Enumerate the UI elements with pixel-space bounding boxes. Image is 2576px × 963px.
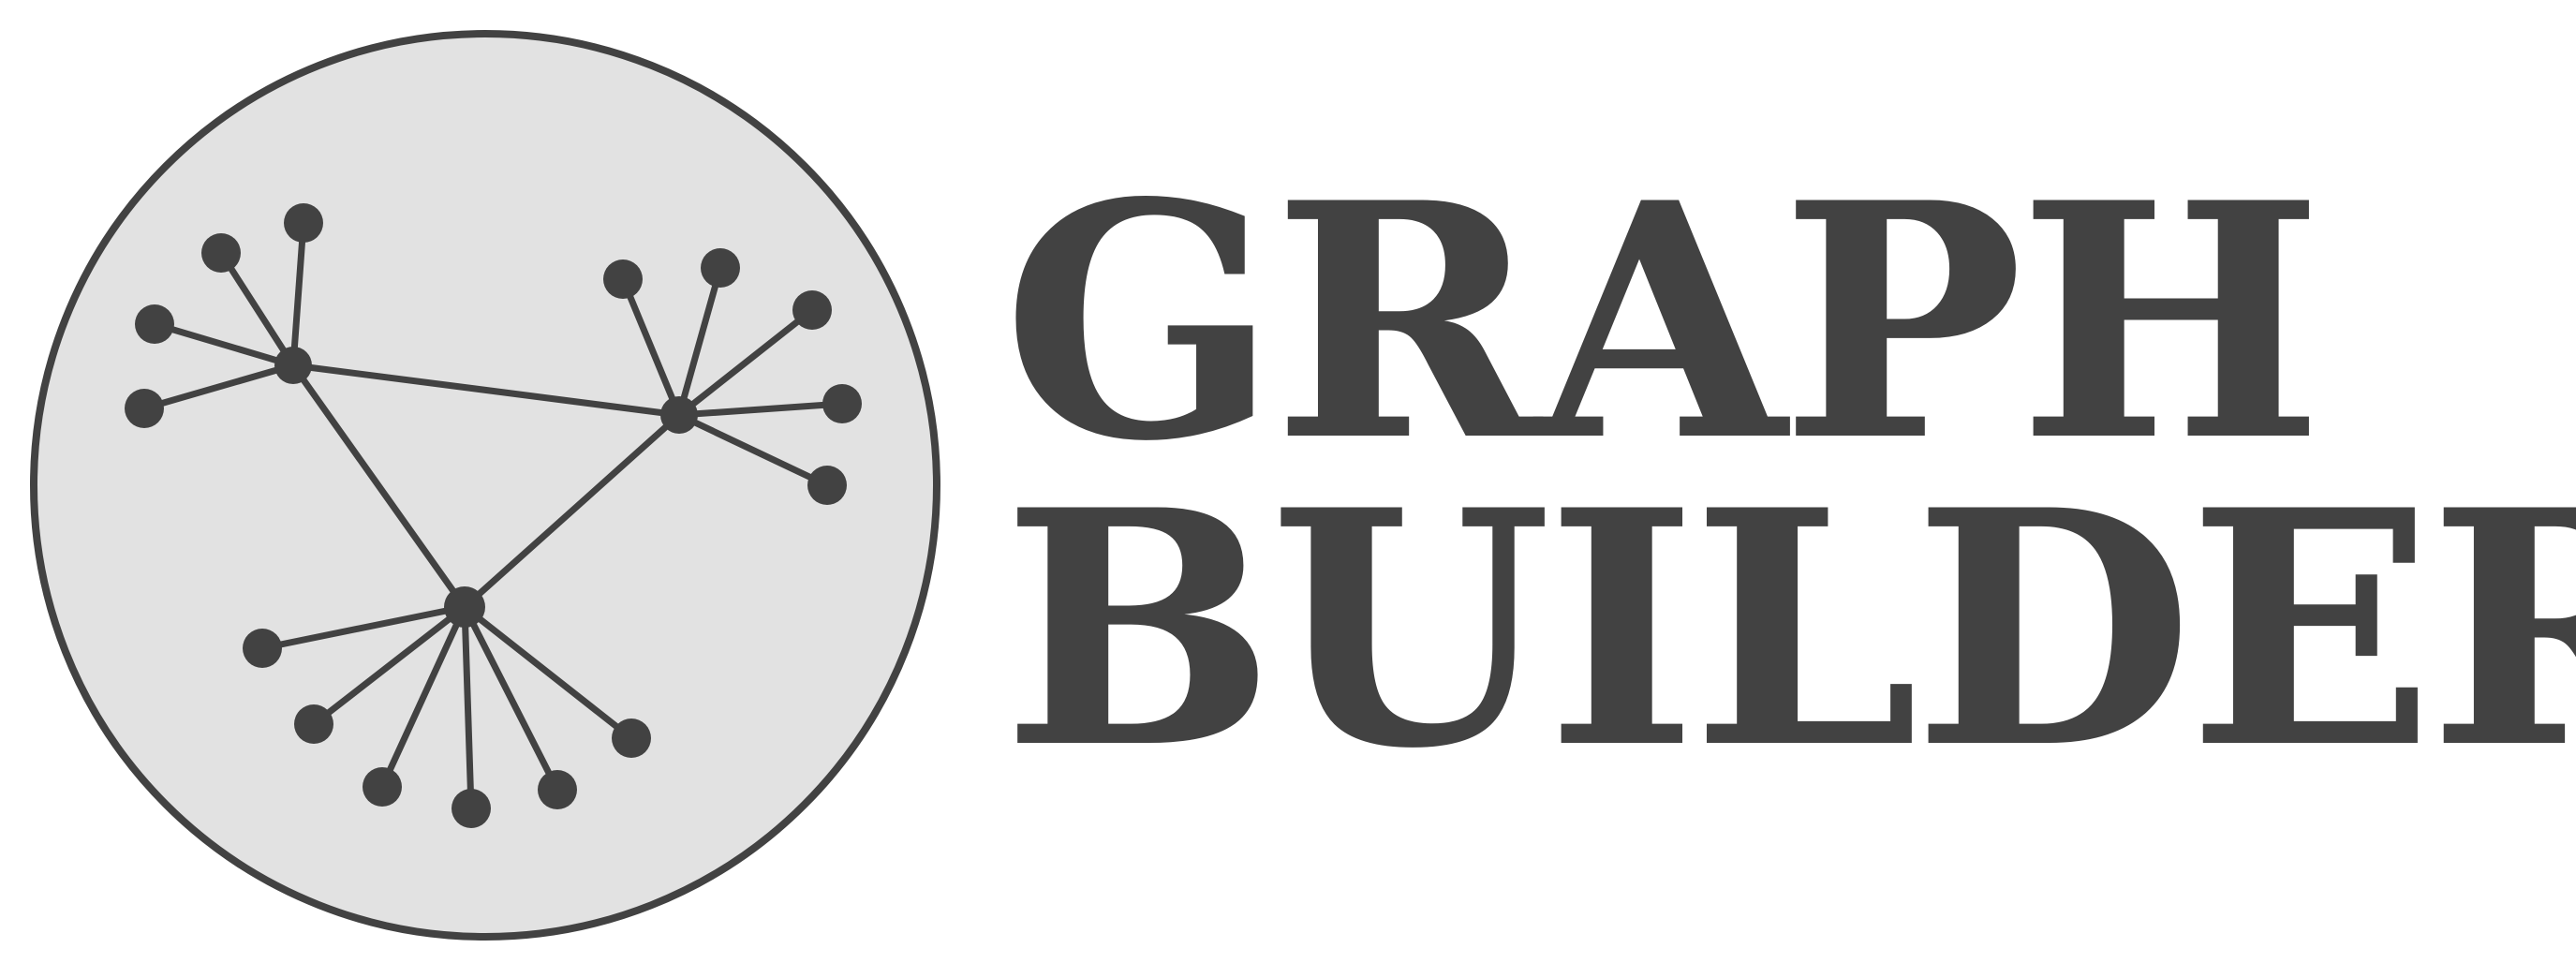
network-graph-icon — [30, 30, 940, 941]
wordmark-line-builder: BUILDER — [1002, 440, 2576, 820]
logo-wordmark: GRAPH BUILDER — [1002, 133, 2576, 796]
wordmark-line-graph: GRAPH — [1002, 133, 2323, 512]
